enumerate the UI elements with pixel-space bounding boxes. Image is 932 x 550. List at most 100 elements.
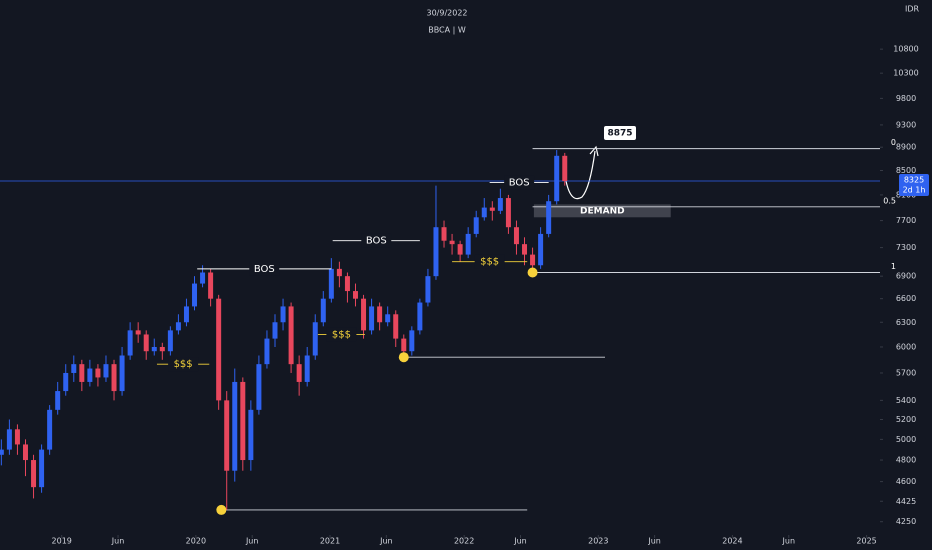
candle-body bbox=[465, 233, 471, 255]
candle-body bbox=[200, 272, 206, 284]
y-tick-label: 8500 bbox=[896, 166, 916, 175]
candle-body bbox=[409, 330, 415, 352]
swing-low-marker bbox=[398, 352, 409, 363]
y-tick-label: 4600 bbox=[896, 477, 916, 486]
y-tick-label: 6900 bbox=[896, 272, 916, 281]
candle-body bbox=[530, 254, 536, 266]
annotation-label: $$$ bbox=[480, 257, 499, 268]
candle-body bbox=[554, 155, 560, 202]
candle-body bbox=[336, 268, 342, 277]
candle-body bbox=[457, 244, 463, 255]
y-tick-label: 5400 bbox=[896, 396, 916, 405]
candle-body bbox=[377, 306, 383, 323]
y-tick-label: 5200 bbox=[896, 415, 916, 424]
candle-body bbox=[31, 460, 37, 488]
y-tick-label: 9800 bbox=[896, 94, 916, 103]
annotation-label: BOS bbox=[509, 178, 530, 189]
candle-body bbox=[272, 322, 278, 339]
x-tick-label: 2024 bbox=[722, 537, 742, 546]
candle-body bbox=[39, 449, 45, 488]
candle-body bbox=[304, 355, 310, 382]
x-tick-label: 2022 bbox=[454, 537, 474, 546]
annotation-bg bbox=[361, 233, 392, 248]
target-label: 8875 bbox=[607, 129, 632, 139]
swing-low-marker bbox=[216, 504, 227, 515]
annotation-bg bbox=[504, 175, 535, 190]
target-box bbox=[604, 126, 636, 140]
candle-body bbox=[79, 364, 85, 382]
x-tick-label: Jun bbox=[245, 537, 259, 546]
candle-body bbox=[280, 306, 286, 323]
candle-body bbox=[288, 306, 294, 365]
candle-body bbox=[103, 364, 109, 378]
candle-body bbox=[6, 429, 12, 450]
candle-body bbox=[296, 364, 302, 382]
chart-title: 30/9/2022 bbox=[426, 9, 467, 18]
y-axis-label: IDR bbox=[905, 5, 920, 14]
annotation-label: $$$ bbox=[174, 359, 193, 370]
candle-body bbox=[232, 381, 238, 471]
x-tick-label: 2020 bbox=[186, 537, 206, 546]
candle-body bbox=[369, 306, 375, 331]
candle-body bbox=[63, 372, 69, 392]
candle-body bbox=[441, 227, 447, 241]
candle-body bbox=[562, 155, 568, 182]
candle-body bbox=[513, 227, 519, 245]
candle-body bbox=[127, 330, 133, 356]
fib-ratio: 0 bbox=[891, 138, 896, 147]
candle-body bbox=[361, 298, 367, 331]
price-tag-countdown: 2d 1h bbox=[903, 186, 926, 195]
candle-body bbox=[385, 314, 391, 323]
x-tick-label: 2025 bbox=[856, 537, 876, 546]
candle-body bbox=[538, 233, 544, 266]
candle-body bbox=[481, 207, 487, 218]
candle-body bbox=[505, 198, 511, 228]
annotation-bg bbox=[474, 254, 505, 269]
annotation-bg bbox=[326, 327, 357, 342]
candle-body bbox=[248, 409, 254, 461]
y-tick-label: 6600 bbox=[896, 294, 916, 303]
candle-body bbox=[473, 217, 479, 234]
candle-body bbox=[489, 207, 495, 211]
candle-body bbox=[167, 330, 173, 352]
y-tick-label: 9300 bbox=[896, 120, 916, 129]
x-tick-label: 2023 bbox=[588, 537, 608, 546]
candle-body bbox=[546, 201, 552, 234]
x-tick-label: 2019 bbox=[52, 537, 72, 546]
y-tick-label: 4425 bbox=[896, 497, 916, 506]
arrow-head bbox=[589, 145, 599, 157]
candle-body bbox=[401, 338, 407, 352]
y-tick-label: 4800 bbox=[896, 456, 916, 465]
candle-body bbox=[344, 276, 350, 292]
candle-body bbox=[175, 322, 181, 331]
demand-label: DEMAND bbox=[580, 206, 625, 216]
candle-body bbox=[192, 283, 198, 307]
candle-body bbox=[135, 330, 141, 335]
candle-body bbox=[159, 346, 165, 352]
candle-body bbox=[151, 346, 157, 352]
x-tick-label: Jun bbox=[379, 537, 393, 546]
candle-body bbox=[71, 364, 77, 373]
y-tick-label: 7300 bbox=[896, 243, 916, 252]
candle-body bbox=[55, 391, 61, 410]
candle-body bbox=[95, 368, 101, 378]
candle-body bbox=[417, 302, 423, 331]
candle-body bbox=[47, 409, 53, 450]
demand-zone bbox=[533, 204, 671, 218]
swing-low-marker bbox=[527, 267, 538, 278]
annotation-label: BOS bbox=[254, 264, 275, 275]
projection-arrow bbox=[565, 150, 596, 200]
x-tick-label: Jun bbox=[782, 537, 796, 546]
candle-body bbox=[143, 334, 149, 352]
price-tag-value: 8325 bbox=[904, 176, 924, 185]
candle-body bbox=[119, 355, 125, 392]
x-tick-label: Jun bbox=[111, 537, 125, 546]
candle-body bbox=[449, 240, 455, 245]
candle-body bbox=[87, 368, 93, 382]
candle-body bbox=[256, 364, 262, 410]
x-tick-label: Jun bbox=[513, 537, 527, 546]
y-tick-label: 10800 bbox=[893, 45, 918, 54]
y-tick-label: 5700 bbox=[896, 368, 916, 377]
